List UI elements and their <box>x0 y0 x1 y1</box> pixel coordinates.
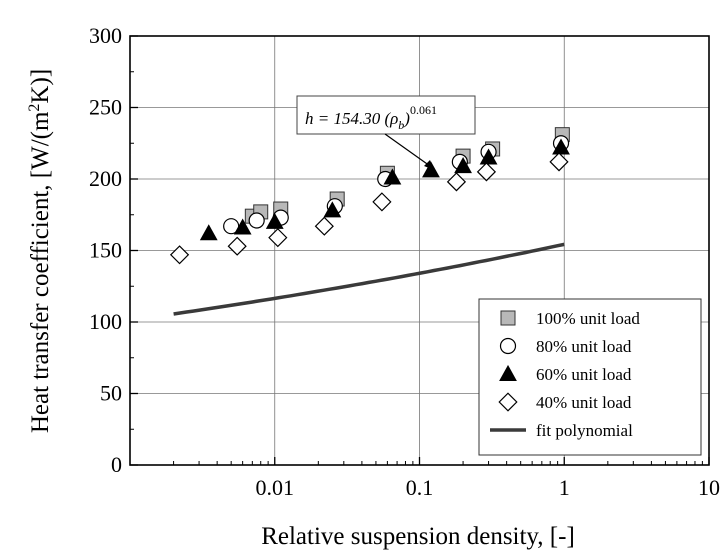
y-tick-label: 250 <box>89 95 122 120</box>
data-point <box>314 216 334 236</box>
legend-label: 60% unit load <box>536 365 632 384</box>
data-point <box>268 228 288 248</box>
equation-arrowhead <box>424 160 434 170</box>
legend-label: 80% unit load <box>536 337 632 356</box>
x-tick-label: 1 <box>559 475 570 500</box>
y-axis-title-main: Heat transfer coefficient, [W/(m <box>27 111 54 433</box>
data-point <box>446 172 467 192</box>
y-axis-title-end: K)] <box>27 69 54 104</box>
y-tick-label: 50 <box>100 381 122 406</box>
data-point <box>552 138 570 155</box>
legend-label: 40% unit load <box>536 393 632 412</box>
y-axis-title: Heat transfer coefficient, [W/(m2K)] <box>26 69 54 433</box>
data-point <box>422 161 440 178</box>
y-tick-label: 300 <box>89 23 122 48</box>
legend: 100% unit load 80% unit load 60% unit load… <box>478 298 702 456</box>
data-point <box>549 152 569 172</box>
data-point <box>323 201 342 218</box>
markers-layer <box>169 127 570 265</box>
y-axis-title-sup: 2 <box>26 104 43 112</box>
y-tick-label: 0 <box>111 452 122 477</box>
data-point <box>454 157 472 174</box>
legend-marker <box>499 364 517 381</box>
equation-subscript: b <box>398 118 404 132</box>
equation-text: h = 154.30 (ρb)0.061 <box>305 103 437 132</box>
data-point <box>476 162 497 182</box>
data-point <box>248 212 265 229</box>
legend-marker <box>500 310 516 326</box>
data-point <box>479 148 498 165</box>
equation-suffix: ) <box>403 109 410 128</box>
equation-superscript: 0.061 <box>410 103 437 117</box>
x-axis-title: Relative suspension density, [-] <box>261 523 575 550</box>
data-point <box>383 168 402 185</box>
equation-annotation: h = 154.30 (ρb)0.061 <box>296 95 476 170</box>
x-tick-label: 0.1 <box>406 475 434 500</box>
y-tick-label: 100 <box>89 309 122 334</box>
x-tick-label: 0.01 <box>256 475 295 500</box>
data-point <box>199 224 218 241</box>
ticks: 0 50 100 150 200 250 300 0.01 0.1 1 10 <box>89 23 720 500</box>
data-point <box>372 192 392 212</box>
legend-entries: 100% unit load 80% unit load 60% unit load… <box>490 309 640 440</box>
equation-box <box>296 95 476 135</box>
equation-arrow <box>384 133 431 167</box>
legend-marker <box>499 337 517 355</box>
data-point <box>233 218 252 235</box>
fit-line-layer <box>173 242 565 316</box>
equation-prefix: h = 154.30 (ρ <box>305 109 398 128</box>
data-point <box>265 212 284 229</box>
data-point <box>169 245 190 265</box>
y-tick-label: 150 <box>89 238 122 263</box>
x-tick-label: 10 <box>698 475 720 500</box>
legend-label: fit polynomial <box>536 421 633 440</box>
data-point <box>227 236 247 256</box>
fit-line <box>173 242 565 316</box>
y-tick-label: 200 <box>89 166 122 191</box>
legend-label: 100% unit load <box>536 309 640 328</box>
legend-marker <box>498 392 518 412</box>
